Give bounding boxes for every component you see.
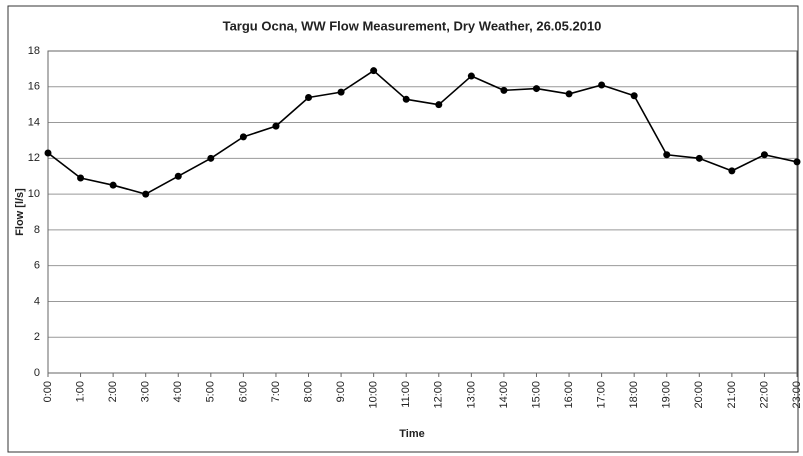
x-tick-label: 10:00 (368, 381, 380, 409)
data-point (760, 151, 768, 159)
x-tick-label: 7:00 (270, 381, 282, 402)
y-tick-label: 0 (34, 367, 40, 379)
x-tick-label: 3:00 (140, 381, 152, 402)
data-point (598, 81, 606, 89)
x-tick-label: 9:00 (335, 381, 347, 402)
x-tick-label: 17:00 (596, 381, 608, 409)
data-point (402, 95, 410, 103)
data-point (207, 154, 215, 162)
x-tick-label: 4:00 (172, 381, 184, 402)
plot-area (47, 50, 798, 374)
data-point (728, 167, 736, 175)
data-point (142, 190, 150, 198)
y-tick-label: 14 (28, 116, 40, 128)
series-line (47, 69, 798, 195)
x-tick-label: 16:00 (563, 381, 575, 409)
y-tick-label: 8 (34, 224, 40, 236)
y-axis-label: Flow [l/s] (14, 188, 26, 236)
y-tick-label: 12 (28, 152, 40, 164)
data-point (695, 154, 703, 162)
data-point (272, 122, 280, 130)
data-point (44, 149, 52, 157)
x-tick-label: 15:00 (530, 381, 542, 409)
x-tick-label: 1:00 (74, 381, 86, 402)
data-point (532, 85, 540, 93)
data-point (239, 133, 247, 141)
data-point (77, 174, 85, 182)
x-tick-label: 5:00 (205, 381, 217, 402)
x-tick-label: 2:00 (107, 381, 119, 402)
data-point (305, 94, 313, 102)
x-tick-label: 13:00 (465, 381, 477, 409)
x-tick-label: 6:00 (237, 381, 249, 402)
data-point (663, 151, 671, 159)
x-tick-label: 22:00 (758, 381, 770, 409)
x-tick-label: 19:00 (661, 381, 673, 409)
chart-title: Targu Ocna, WW Flow Measurement, Dry Wea… (223, 18, 602, 33)
data-point (109, 181, 117, 189)
x-tick-label: 8:00 (302, 381, 314, 402)
y-tick-label: 4 (34, 295, 40, 307)
x-tick-label: 12:00 (433, 381, 445, 409)
y-tick-label: 6 (34, 260, 40, 272)
y-tick-label: 10 (28, 188, 40, 200)
data-point (500, 86, 508, 94)
x-tick-label: 14:00 (498, 381, 510, 409)
data-point (435, 101, 443, 109)
x-tick-label: 20:00 (693, 381, 705, 409)
x-tick-label: 23:00 (791, 381, 803, 409)
data-point (370, 67, 378, 75)
y-tick-label: 18 (28, 45, 40, 57)
data-point (565, 90, 573, 98)
y-tick-label: 16 (28, 81, 40, 93)
x-tick-label: 0:00 (42, 381, 54, 402)
data-point (337, 88, 345, 96)
data-point (793, 158, 801, 166)
chart-frame (7, 5, 799, 453)
data-point (630, 92, 638, 100)
data-point (467, 72, 475, 80)
x-tick-label: 18:00 (628, 381, 640, 409)
x-tick-label: 11:00 (400, 381, 412, 408)
x-axis-label: Time (399, 428, 424, 440)
y-tick-label: 2 (34, 331, 40, 343)
data-point (174, 172, 182, 180)
x-tick-label: 21:00 (726, 381, 738, 409)
